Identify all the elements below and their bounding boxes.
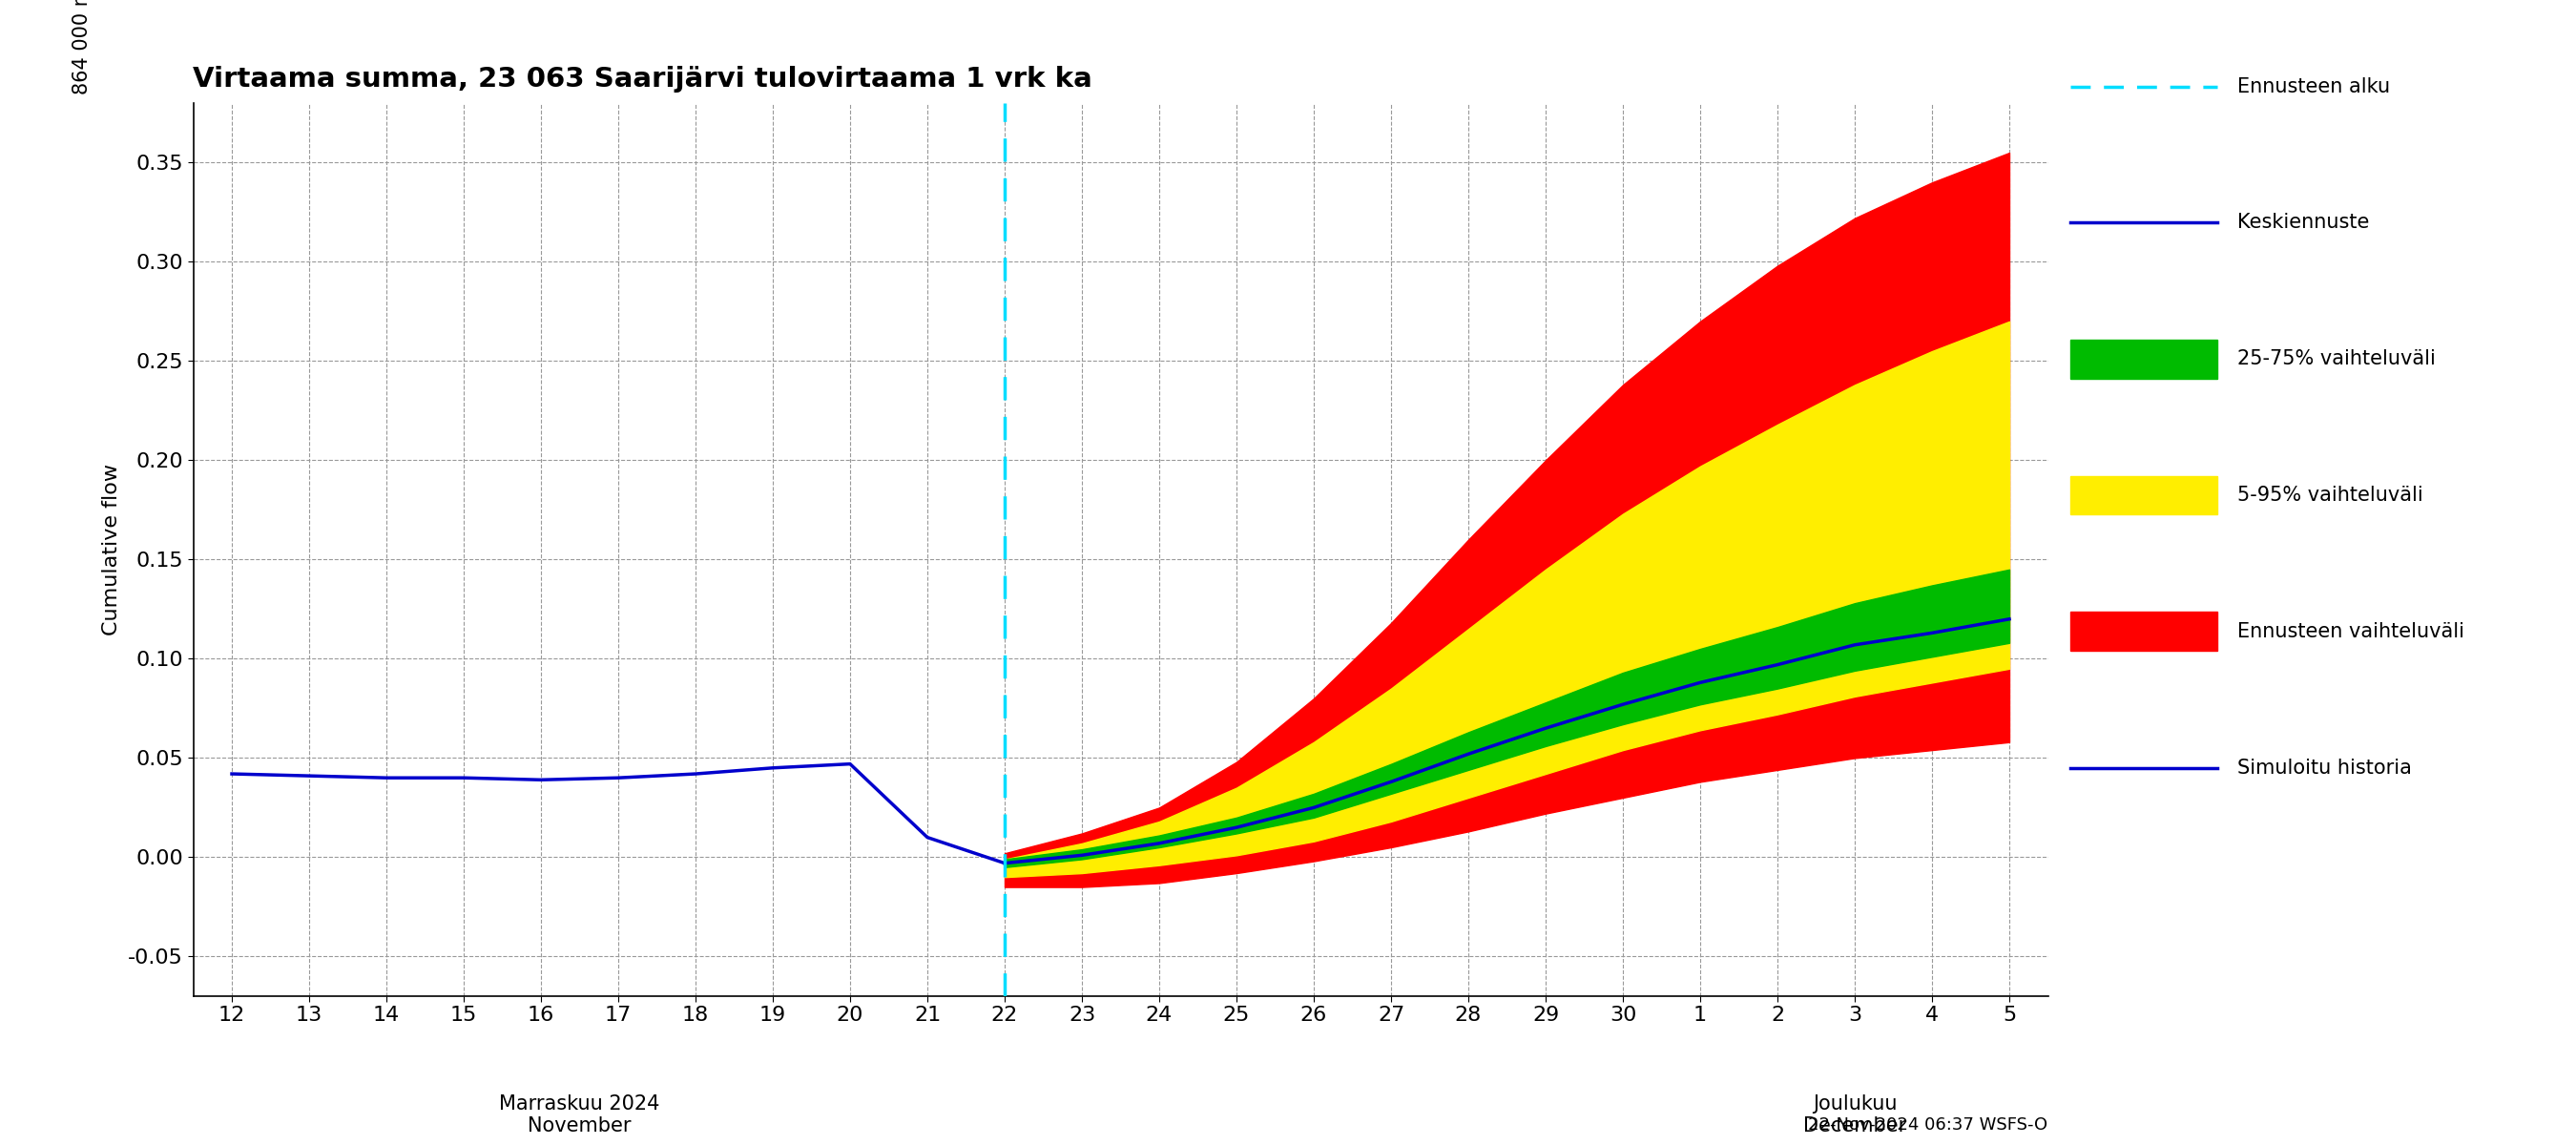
Text: 25-75% vaihteluväli: 25-75% vaihteluväli [2236,349,2434,369]
Text: 22-Nov-2024 06:37 WSFS-O: 22-Nov-2024 06:37 WSFS-O [1808,1116,2048,1134]
Text: Simuloitu historia: Simuloitu historia [2236,758,2411,777]
Text: 864 000 m3 / 10 vrky: 864 000 m3 / 10 vrky [72,0,90,94]
Text: Ennusteen alku: Ennusteen alku [2236,77,2391,96]
Y-axis label: Cumulative flow: Cumulative flow [103,464,121,635]
Text: Joulukuu
December: Joulukuu December [1803,1095,1906,1136]
Bar [2071,476,2218,515]
Bar [2071,611,2218,650]
Text: Keskiennuste: Keskiennuste [2236,213,2370,232]
Text: Ennusteen vaihteluväli: Ennusteen vaihteluväli [2236,622,2465,641]
Text: Marraskuu 2024
November: Marraskuu 2024 November [500,1095,659,1136]
Bar [2071,339,2218,378]
Text: 5-95% vaihteluväli: 5-95% vaihteluväli [2236,485,2424,505]
Text: Virtaama summa, 23 063 Saarijärvi tulovirtaama 1 vrk ka: Virtaama summa, 23 063 Saarijärvi tulovi… [193,66,1092,93]
